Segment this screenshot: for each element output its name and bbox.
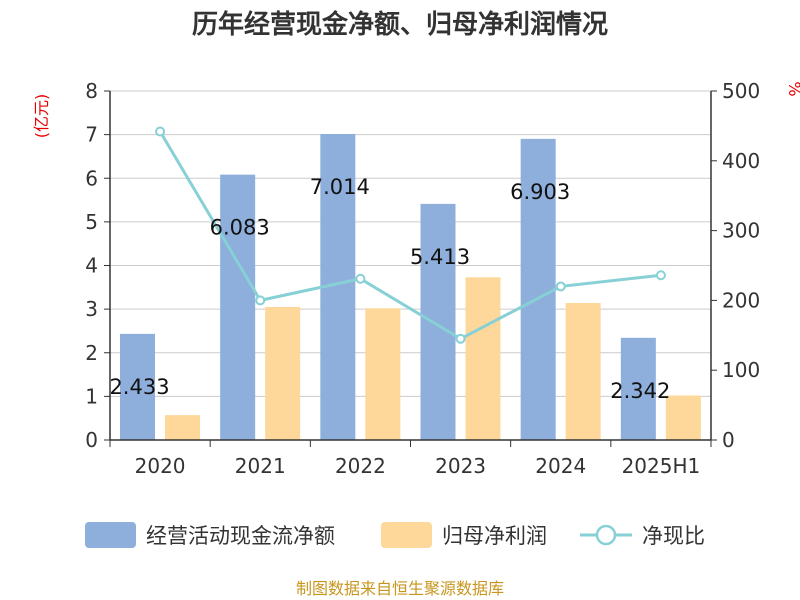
bar-归母净利润-2021 bbox=[265, 306, 301, 440]
data-label-2024: 6.903 bbox=[510, 180, 570, 204]
bar-经营活动现金流净额-2020 bbox=[120, 333, 155, 440]
left-tick-label: 3 bbox=[85, 297, 98, 321]
data-label-2022: 7.014 bbox=[310, 175, 370, 199]
bar-归母净利润-2025H1 bbox=[665, 395, 701, 440]
axes: 0 1 2 3 4 5 6 7 8 0 100 200 300 400 500 2020 2021 2022 202… bbox=[85, 79, 760, 478]
bar-经营活动现金流净额-2021 bbox=[220, 174, 256, 440]
data-label-2023: 5.413 bbox=[410, 245, 470, 269]
bar-归母净利润-2024 bbox=[565, 303, 601, 440]
ratio-line bbox=[155, 126, 666, 344]
bar-经营活动现金流净额-2024 bbox=[520, 138, 556, 440]
x-tick-label: 2024 bbox=[535, 454, 586, 478]
bar-归母净利润-2023 bbox=[465, 277, 501, 440]
ratio-polyline bbox=[158, 130, 662, 341]
left-tick-label: 7 bbox=[85, 123, 98, 147]
chart-title: 历年经营现金净额、归母净利润情况 bbox=[192, 9, 608, 40]
x-tick-label: 2021 bbox=[235, 454, 286, 478]
left-tick-label: 1 bbox=[85, 384, 98, 408]
legend-label-profit: 归母净利润 bbox=[442, 524, 547, 548]
legend-label-ratio: 净现比 bbox=[642, 524, 705, 548]
right-tick-label: 300 bbox=[722, 219, 760, 243]
x-tick-label: 2023 bbox=[435, 454, 486, 478]
x-tick-label: 2025H1 bbox=[622, 454, 701, 478]
right-tick-label: 400 bbox=[722, 149, 760, 173]
right-tick-label: 500 bbox=[722, 79, 760, 103]
left-tick-label: 6 bbox=[85, 166, 98, 190]
ratio-point-2021 bbox=[255, 295, 266, 306]
data-label-2025H1: 2.342 bbox=[610, 379, 670, 403]
right-axis-unit: % bbox=[785, 81, 800, 96]
legend-swatch-cashflow bbox=[85, 522, 136, 548]
source-note: 制图数据来自恒生聚源数据库 bbox=[296, 579, 504, 598]
left-tick-label: 0 bbox=[85, 428, 98, 452]
bar-归母净利润-2020 bbox=[165, 415, 200, 440]
bar-经营活动现金流净额-2025H1 bbox=[620, 337, 656, 440]
ratio-point-2020 bbox=[155, 126, 166, 137]
data-label-2020: 2.433 bbox=[109, 375, 169, 399]
right-tick-label: 0 bbox=[722, 428, 735, 452]
left-tick-label: 8 bbox=[85, 79, 98, 103]
left-tick-label: 4 bbox=[85, 254, 98, 278]
left-axis-unit: (亿元) bbox=[32, 94, 51, 139]
bar-经营活动现金流净额-2023 bbox=[420, 203, 456, 440]
left-tick-label: 2 bbox=[85, 341, 98, 365]
x-tick-label: 2020 bbox=[135, 454, 186, 478]
ratio-point-2023 bbox=[455, 333, 466, 344]
bars bbox=[120, 134, 701, 440]
right-tick-label: 200 bbox=[722, 288, 760, 312]
legend: 经营活动现金流净额 归母净利润 净现比 bbox=[85, 522, 705, 548]
bar-归母净利润-2022 bbox=[365, 308, 401, 440]
legend-swatch-ratio-marker bbox=[595, 524, 617, 546]
ratio-point-2022 bbox=[355, 273, 366, 284]
data-label-2021: 6.083 bbox=[210, 216, 270, 240]
legend-swatch-profit bbox=[381, 522, 432, 548]
x-tick-label: 2022 bbox=[335, 454, 386, 478]
right-tick-label: 100 bbox=[722, 358, 760, 382]
ratio-point-2024 bbox=[555, 281, 566, 292]
data-labels: 2.433 6.083 7.014 5.413 6.903 2.342 bbox=[109, 175, 670, 403]
legend-label-cashflow: 经营活动现金流净额 bbox=[146, 524, 335, 548]
ratio-point-2025H1 bbox=[655, 270, 666, 281]
left-tick-label: 5 bbox=[85, 210, 98, 234]
